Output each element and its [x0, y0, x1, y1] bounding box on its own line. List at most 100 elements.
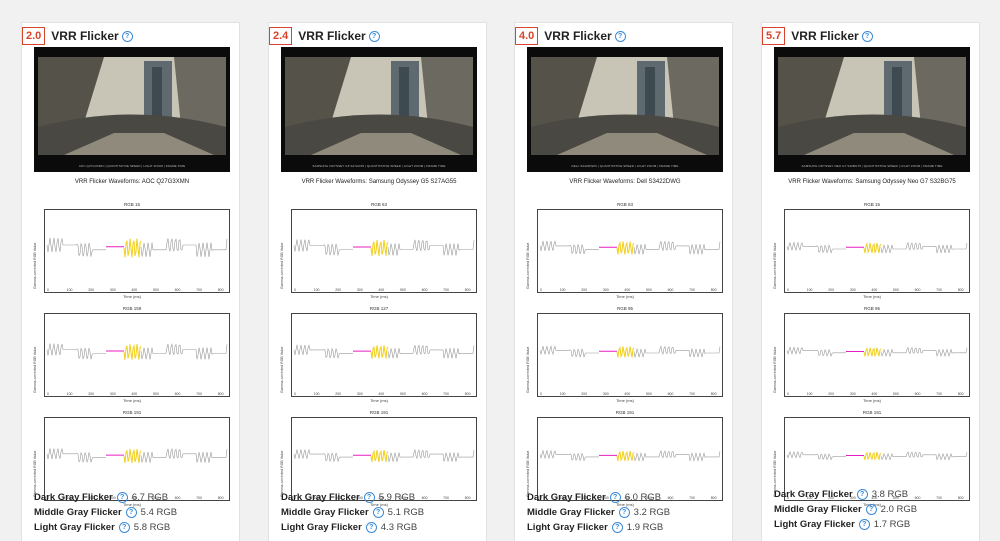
plot-rgb-label: RGB 95	[616, 306, 633, 311]
waveform-trace	[293, 448, 353, 463]
section-title: VRR Flicker	[51, 29, 119, 43]
waveform-svg: 1881891901911921931940100200300400500600…	[46, 447, 228, 500]
x-tick-label: 600	[422, 288, 428, 292]
x-tick-label: 300	[110, 392, 116, 396]
flicker-stats: Dark Gray Flicker ? 3.8 RGB Middle Gray …	[774, 487, 917, 532]
plot-rgb-label: RGB 159	[122, 306, 142, 311]
screenshot-caption: AOC Q27G3XMN | QUANTITATIVE SPEED | LIGH…	[78, 164, 186, 168]
question-circle-icon[interactable]: ?	[372, 507, 384, 518]
x-tick-label: 300	[850, 288, 856, 292]
stat-value: 3.8 RGB	[871, 489, 909, 500]
waveform-trace	[387, 344, 475, 359]
plot-x-axis-label: Time (ms)	[863, 398, 881, 403]
x-tick-label: 400	[871, 288, 877, 292]
x-tick-label: 200	[828, 392, 834, 396]
x-tick-label: 300	[357, 288, 363, 292]
question-circle-icon[interactable]: ?	[368, 30, 380, 42]
x-tick-label: 100	[314, 496, 320, 500]
plot-y-axis-label: Gamma-corrected RGB Value	[280, 346, 284, 393]
waveform-trace	[880, 241, 968, 254]
x-tick-label: 400	[378, 392, 384, 396]
x-tick-label: 500	[153, 392, 159, 396]
question-circle-icon[interactable]: ?	[858, 519, 870, 530]
x-tick-label: 800	[711, 392, 717, 396]
stat-dark-gray: Dark Gray Flicker ? 6.7 RGB	[34, 490, 177, 505]
question-circle-icon[interactable]: ?	[861, 30, 873, 42]
stat-value: 5.4 RGB	[140, 507, 178, 518]
x-tick-label: 600	[915, 496, 921, 500]
x-tick-label: 0	[540, 288, 542, 292]
x-tick-label: 800	[958, 288, 964, 292]
plot-frame	[537, 209, 723, 293]
question-circle-icon[interactable]: ?	[614, 30, 626, 42]
game-screenshot: AOC Q27G3XMN | QUANTITATIVE SPEED | LIGH…	[34, 47, 230, 172]
x-tick-label: 700	[936, 392, 942, 396]
x-tick-label: 300	[357, 392, 363, 396]
stat-label: Dark Gray Flicker	[527, 492, 606, 503]
stat-dark-gray: Dark Gray Flicker ? 6.0 RGB	[527, 490, 670, 505]
plot-frame	[784, 417, 970, 501]
x-tick-label: 500	[893, 496, 899, 500]
question-circle-icon[interactable]: ?	[856, 489, 868, 500]
section-title: VRR Flicker	[298, 29, 366, 43]
stat-label: Light Gray Flicker	[34, 522, 115, 533]
stat-light-gray: Light Gray Flicker ? 1.9 RGB	[527, 520, 670, 535]
x-tick-label: 100	[560, 288, 566, 292]
stat-middle-gray: Middle Gray Flicker ? 2.0 RGB	[774, 502, 917, 517]
question-circle-icon[interactable]: ?	[865, 504, 877, 515]
plot-rgb-label: RGB 191	[369, 410, 389, 415]
x-tick-label: 500	[400, 496, 406, 500]
waveform-plot: 1561571581591601611620100200300400500600…	[44, 313, 230, 397]
waveform-plot: 1881891901911921931940100200300400500600…	[291, 417, 477, 501]
x-tick-label: 400	[131, 392, 137, 396]
x-tick-label: 800	[218, 288, 224, 292]
x-tick-label: 0	[47, 496, 49, 500]
x-tick-label: 700	[689, 496, 695, 500]
question-circle-icon[interactable]: ?	[116, 492, 128, 503]
x-tick-label: 600	[175, 288, 181, 292]
question-circle-icon[interactable]: ?	[609, 492, 621, 503]
waveform-trace	[616, 450, 635, 462]
chart-title: VRR Flicker Waveforms: Samsung Odyssey N…	[788, 179, 956, 185]
x-tick-label: 600	[668, 288, 674, 292]
card-header: 2.0 VRR Flicker ?	[22, 26, 133, 46]
waveform-svg: 606162636465660100200300400500600700800	[293, 239, 475, 292]
waveform-trace	[786, 346, 846, 357]
x-tick-label: 700	[689, 392, 695, 396]
question-circle-icon[interactable]: ?	[121, 30, 133, 42]
question-circle-icon[interactable]: ?	[125, 507, 137, 518]
x-tick-label: 200	[88, 288, 94, 292]
question-circle-icon[interactable]: ?	[118, 522, 130, 533]
screenshot-caption: SAMSUNG ODYSSEY G5 S27AG55 | QUANTITATIV…	[312, 164, 446, 168]
stat-value: 5.9 RGB	[378, 492, 416, 503]
plot-frame	[291, 313, 477, 397]
x-tick-label: 700	[196, 496, 202, 500]
x-tick-label: 500	[893, 288, 899, 292]
stat-dark-gray: Dark Gray Flicker ? 5.9 RGB	[281, 490, 424, 505]
x-tick-label: 200	[335, 496, 341, 500]
question-circle-icon[interactable]: ?	[363, 492, 375, 503]
flicker-stats: Dark Gray Flicker ? 6.7 RGB Middle Gray …	[34, 490, 177, 535]
x-tick-label: 100	[807, 392, 813, 396]
x-tick-label: 100	[560, 496, 566, 500]
waveform-plot: 606162636465660100200300400500600700800	[537, 209, 723, 293]
plot-frame	[784, 313, 970, 397]
x-tick-label: 300	[357, 496, 363, 500]
stat-value: 2.0 RGB	[880, 504, 918, 515]
x-tick-label: 100	[560, 392, 566, 396]
waveform-svg: 929394959697980100200300400500600700800	[539, 345, 721, 396]
waveform-trace	[539, 449, 599, 462]
x-tick-label: 800	[711, 288, 717, 292]
x-tick-label: 200	[581, 288, 587, 292]
x-tick-label: 500	[153, 496, 159, 500]
vrr-card-2: 2.4 VRR Flicker ? SAMSUNG ODYSSEY G5 S27…	[268, 22, 487, 541]
waveform-trace	[46, 237, 106, 257]
waveform-trace	[863, 242, 882, 255]
x-tick-label: 300	[603, 288, 609, 292]
question-circle-icon[interactable]: ?	[611, 522, 623, 533]
question-circle-icon[interactable]: ?	[618, 507, 630, 518]
x-tick-label: 400	[624, 288, 630, 292]
flicker-stats: Dark Gray Flicker ? 5.9 RGB Middle Gray …	[281, 490, 424, 535]
plot-x-axis-label: Time (ms)	[370, 294, 388, 299]
question-circle-icon[interactable]: ?	[365, 522, 377, 533]
